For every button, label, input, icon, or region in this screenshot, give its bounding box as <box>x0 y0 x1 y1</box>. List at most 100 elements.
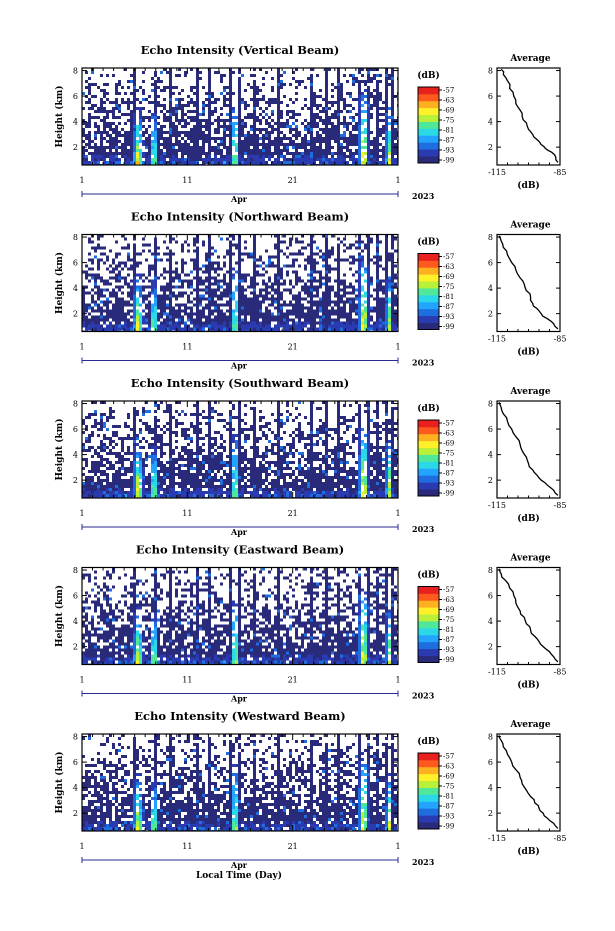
profile-frame <box>496 733 561 832</box>
colorbar-unit: (dB) <box>417 570 439 581</box>
profile-y-tick-label: 8 <box>488 233 493 242</box>
x-tick-label: 11 <box>182 176 192 185</box>
y-tick-label: 6 <box>73 259 78 268</box>
year-label: 2023 <box>412 691 435 701</box>
colorbar-tick-label: -87 <box>443 470 454 478</box>
colorbar-frame <box>417 86 440 164</box>
profile-y-tick-label: 8 <box>488 566 493 575</box>
colorbar-unit: (dB) <box>417 70 439 81</box>
colorbar-swatch <box>418 426 439 435</box>
profile-title: Average <box>509 387 550 397</box>
y-tick-label: 8 <box>73 566 78 575</box>
x-tick-label: 21 <box>288 176 298 185</box>
colorbar-tick-label: -63 <box>443 97 454 105</box>
colorbar-tick-label: -57 <box>443 253 454 261</box>
colorbar-swatch <box>418 107 439 116</box>
heatmap <box>82 734 398 831</box>
profile-line <box>500 68 559 163</box>
colorbar-frame <box>417 253 440 330</box>
profile-y-tick-label: 2 <box>488 476 493 485</box>
panel: Echo Intensity (Eastward Beam) 2 4 6 8 Height… <box>54 543 566 704</box>
colorbar-swatch <box>418 142 439 150</box>
month-label: Apr <box>230 361 248 371</box>
x-tick-label: 11 <box>182 509 192 518</box>
x-tick-label: 1 <box>79 343 84 352</box>
colorbar-tick-label: -81 <box>443 460 454 468</box>
colorbar-swatch <box>418 641 439 650</box>
colorbar-tick-label: -75 <box>443 117 454 125</box>
colorbar-swatch <box>418 149 439 157</box>
profile-title: Average <box>509 720 550 730</box>
colorbar-tick-label: -93 <box>443 147 454 155</box>
colorbar-swatch <box>418 766 439 775</box>
colorbar-swatch <box>418 281 439 289</box>
x-tick-label: 21 <box>288 509 298 518</box>
year-label: 2023 <box>412 857 435 867</box>
colorbar-tick-label: -81 <box>443 293 454 301</box>
colorbar-swatch <box>418 621 439 629</box>
y-tick-label: 2 <box>73 143 78 152</box>
colorbar-tick-label: -63 <box>443 763 454 771</box>
colorbar-swatch <box>418 322 439 330</box>
profile-y-tick-label: 4 <box>488 118 493 127</box>
colorbar-frame <box>417 752 440 830</box>
profile-y-tick-label: 4 <box>488 617 493 626</box>
profile-x-tick-label: -115 <box>488 335 506 344</box>
profile-y-tick-label: 8 <box>488 67 493 76</box>
colorbar-tick-label: -63 <box>443 263 454 271</box>
y-tick-label: 2 <box>73 476 78 485</box>
year-label: 2023 <box>412 358 435 368</box>
colorbar-swatch <box>418 648 439 656</box>
y-tick-label: 2 <box>73 809 78 818</box>
colorbar-swatch <box>418 135 439 143</box>
colorbar-swatch <box>418 759 439 768</box>
profile-title: Average <box>509 221 550 231</box>
colorbar-swatch <box>418 433 439 442</box>
colorbar-swatch <box>418 301 439 310</box>
x-tick-label: 21 <box>288 676 298 685</box>
month-label: Apr <box>230 527 248 537</box>
y-tick-label: 4 <box>73 118 78 127</box>
x-tick-label: 11 <box>182 842 192 851</box>
colorbar-frame <box>417 586 440 663</box>
colorbar-swatch <box>418 100 439 109</box>
colorbar-tick-label: -69 <box>443 773 454 781</box>
profile-x-tick-label: -85 <box>554 501 567 510</box>
profile-y-tick-label: 4 <box>488 784 493 793</box>
colorbar-tick-label: -69 <box>443 107 454 115</box>
profile-y-tick-label: 8 <box>488 733 493 742</box>
y-tick-label: 4 <box>73 784 78 793</box>
colorbar-swatch <box>418 121 439 129</box>
panel-title: Echo Intensity (Vertical Beam) <box>141 43 340 57</box>
profile-frame <box>496 233 561 333</box>
colorbar-swatch <box>418 773 439 782</box>
colorbar-swatch <box>418 634 439 643</box>
y-axis-label: Height (km) <box>54 85 65 147</box>
colorbar-tick-label: -93 <box>443 480 454 488</box>
colorbar-tick-label: -57 <box>443 753 454 761</box>
profile-x-label: (dB) <box>517 347 539 358</box>
y-tick-label: 8 <box>73 400 78 409</box>
panel: Echo Intensity (Northward Beam) 2 4 6 8 Heigh… <box>54 210 566 371</box>
colorbar-tick-label: -75 <box>443 616 454 624</box>
y-tick-label: 4 <box>73 451 78 460</box>
colorbar-swatch <box>418 627 439 636</box>
panel-title: Echo Intensity (Westward Beam) <box>134 709 345 723</box>
colorbar-swatch <box>418 274 439 282</box>
colorbar-swatch <box>418 253 439 261</box>
panel-title: Echo Intensity (Northward Beam) <box>131 210 349 224</box>
colorbar-tick-label: -81 <box>443 626 454 634</box>
panel-title: Echo Intensity (Eastward Beam) <box>136 543 344 557</box>
colorbar-tick-label: -57 <box>443 87 454 95</box>
profile-y-tick-label: 4 <box>488 451 493 460</box>
y-tick-label: 6 <box>73 425 78 434</box>
colorbar-tick-label: -81 <box>443 793 454 801</box>
profile-title: Average <box>509 554 550 564</box>
y-tick-label: 8 <box>73 733 78 742</box>
profile-x-label: (dB) <box>517 680 539 691</box>
colorbar-tick-label: -69 <box>443 606 454 614</box>
profile-x-tick-label: -115 <box>488 168 506 177</box>
colorbar-swatch <box>418 801 439 809</box>
colorbar-swatch <box>418 780 439 788</box>
